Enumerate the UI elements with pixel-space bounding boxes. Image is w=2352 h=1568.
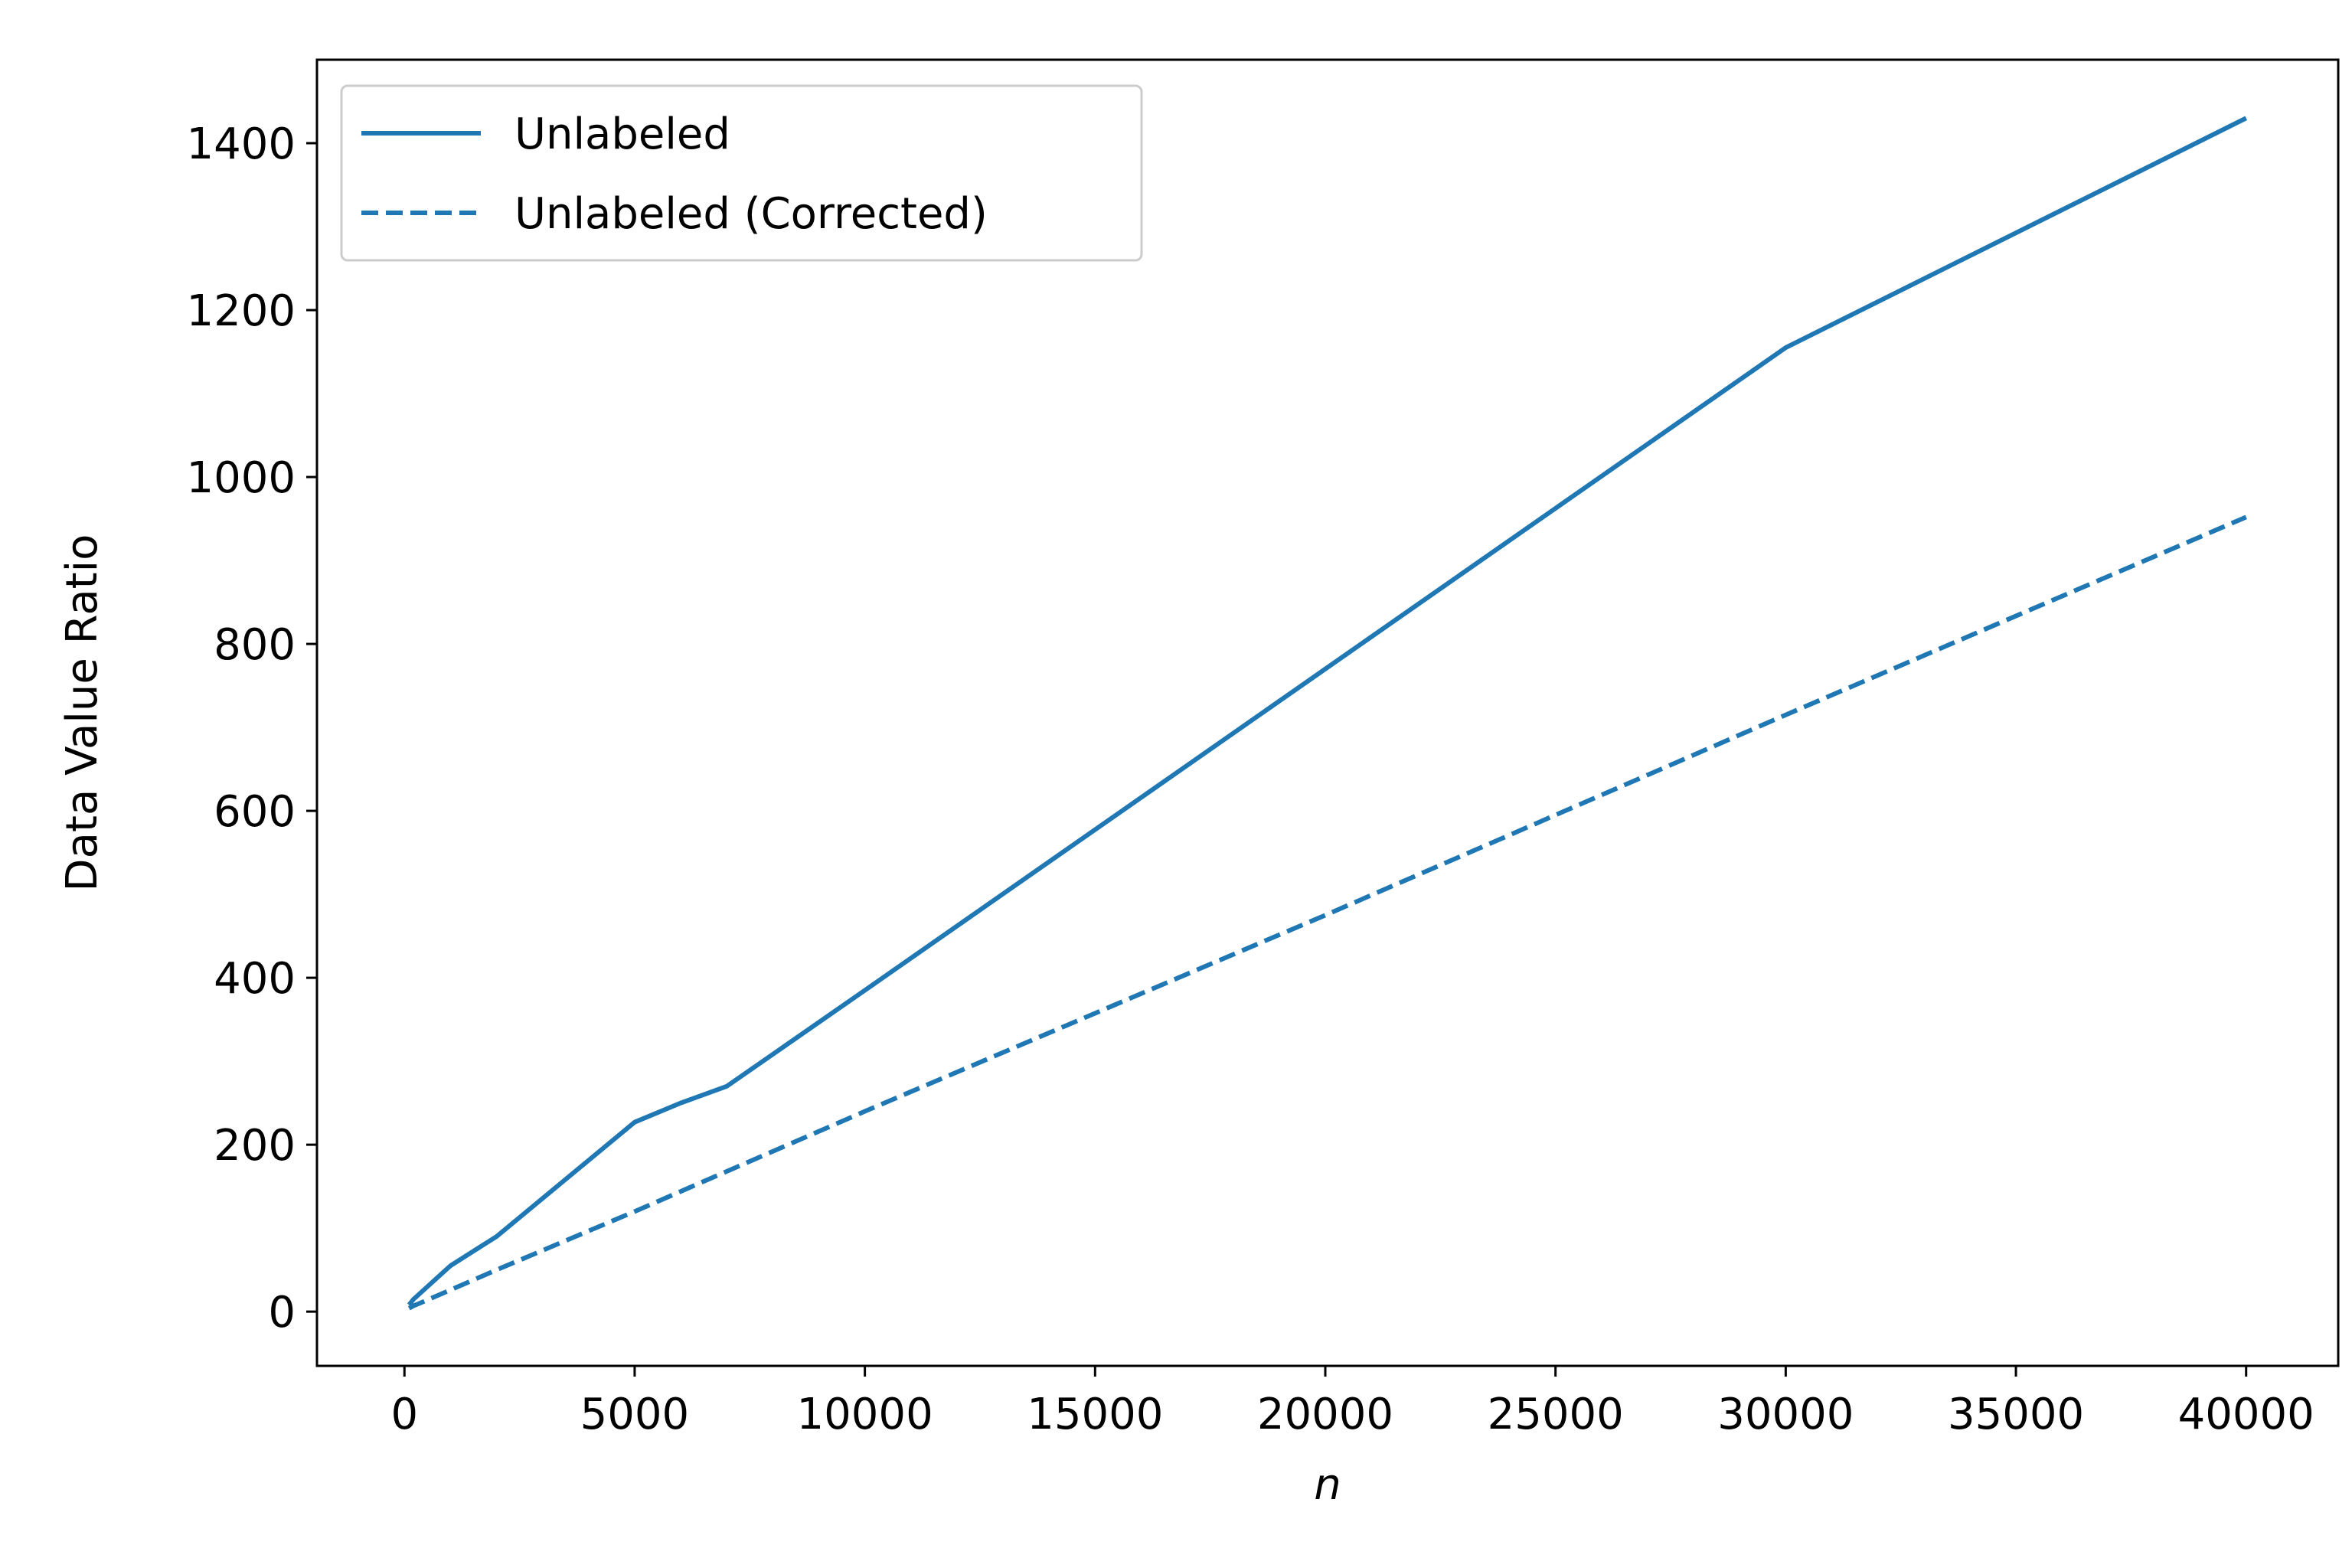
x-axis-label: n	[1314, 1460, 1341, 1510]
legend-label-unlabeled-corrected: Unlabeled (Corrected)	[514, 189, 988, 239]
series-layer	[407, 116, 2248, 1311]
x-tick-label: 5000	[580, 1390, 690, 1439]
x-tick-label: 0	[390, 1390, 418, 1439]
y-tick-label: 0	[268, 1288, 296, 1338]
plot-frame	[315, 58, 2340, 1367]
y-tick-label: 200	[214, 1121, 296, 1171]
x-tick-label: 15000	[1027, 1390, 1163, 1439]
x-tick-label: 25000	[1488, 1390, 1624, 1439]
x-tick-label: 20000	[1257, 1390, 1393, 1439]
series-line-unlabeled-corrected	[407, 514, 2247, 1311]
y-axis-label: Data Value Ratio	[57, 534, 107, 892]
y-tick-label: 1400	[186, 119, 296, 169]
series-line-unlabeled	[407, 116, 2248, 1307]
legend: Unlabeled Unlabeled (Corrected)	[340, 84, 1143, 262]
x-tick-label: 30000	[1717, 1390, 1854, 1439]
y-tick-label: 400	[214, 954, 296, 1004]
x-tick-label: 10000	[797, 1390, 933, 1439]
x-tick-label: 40000	[2178, 1390, 2314, 1439]
y-tick-label: 1200	[186, 286, 296, 336]
y-tick-label: 600	[214, 787, 296, 837]
x-tick-label: 35000	[1948, 1390, 2084, 1439]
y-axis: 0 200 400 600 800 1000 1200 1400	[186, 119, 317, 1338]
y-tick-label: 1000	[186, 453, 296, 503]
x-axis: 0 5000 10000 15000 20000 25000 30000 35000 40000	[390, 1366, 2314, 1439]
legend-label-unlabeled: Unlabeled	[514, 109, 730, 159]
y-tick-label: 800	[214, 620, 296, 670]
legend-box	[340, 84, 1143, 262]
